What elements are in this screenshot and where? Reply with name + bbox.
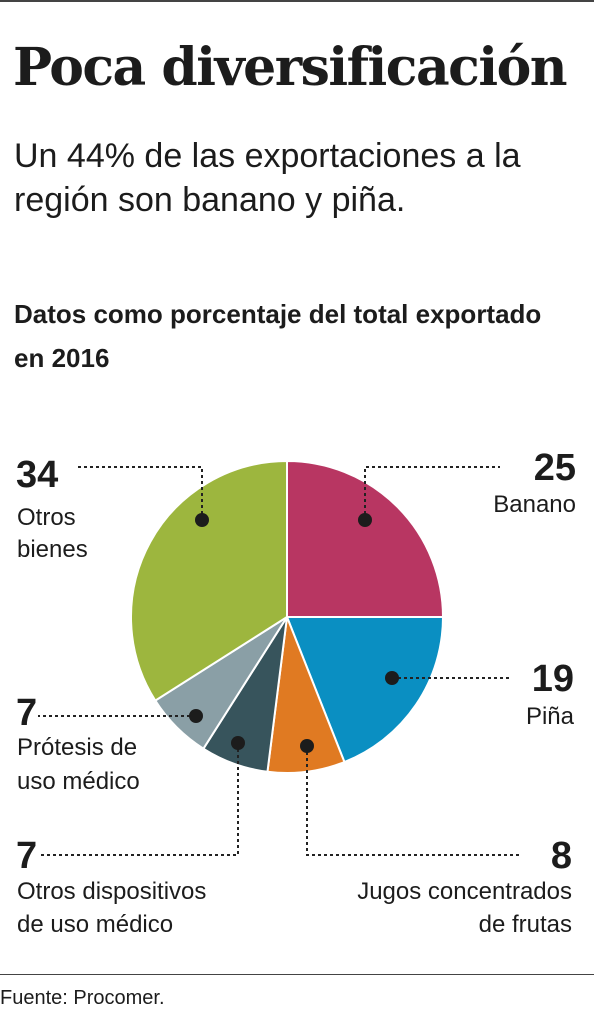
- pie-slice-banano: [286, 459, 445, 618]
- leader-line-jugos: [306, 746, 520, 856]
- label-banano: Banano: [493, 491, 576, 518]
- label-otros-bienes-line2: bienes: [17, 536, 88, 563]
- label-otros-bienes-line1: Otros: [17, 504, 76, 531]
- label-jugos-line2: de frutas: [478, 911, 572, 938]
- value-otros-bienes: 34: [16, 454, 59, 496]
- label-protesis-line1: Prótesis de: [17, 734, 138, 761]
- dot-jugos: [300, 739, 314, 753]
- leader-line-dispositivos: [38, 743, 239, 856]
- label-pina: Piña: [525, 703, 574, 730]
- chart-heading: Datos como porcentaje del total exportad…: [14, 299, 542, 373]
- source-note: Fuente: Procomer.: [0, 987, 165, 1009]
- value-protesis: 7: [16, 692, 38, 734]
- leader-lines: [38, 466, 520, 856]
- value-jugos: 8: [550, 835, 572, 877]
- dot-otros: [195, 513, 209, 527]
- leader-dots: [189, 513, 399, 753]
- label-jugos-line1: Jugos concentrados: [357, 878, 572, 905]
- value-pina: 19: [531, 658, 574, 700]
- label-dispositivos-line1: Otros dispositivos: [17, 878, 207, 905]
- pie-slice-pina: [285, 616, 445, 764]
- dot-dispositivos: [231, 736, 245, 750]
- subtitle: Un 44% de las exportaciones a la región …: [14, 137, 521, 219]
- pie-slices: [130, 459, 445, 775]
- label-dispositivos-line2: de uso médico: [17, 911, 174, 938]
- dot-pina: [385, 671, 399, 685]
- page-title: Poca diversificación: [13, 37, 568, 98]
- pie-slice-otros-bienes: [130, 459, 288, 702]
- dot-banano: [358, 513, 372, 527]
- label-protesis-line2: uso médico: [17, 768, 140, 795]
- value-banano: 25: [533, 447, 576, 489]
- bottom-rule: [0, 974, 594, 975]
- dot-protesis: [189, 709, 203, 723]
- value-dispositivos: 7: [16, 835, 38, 877]
- top-rule: [0, 0, 594, 2]
